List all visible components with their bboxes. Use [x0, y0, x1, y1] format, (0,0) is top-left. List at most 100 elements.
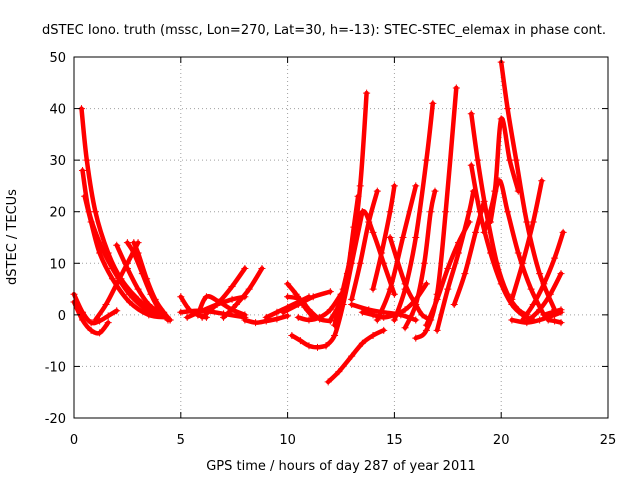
data-point-marker — [412, 334, 420, 342]
y-tick-label: -10 — [45, 360, 66, 375]
data-point-marker — [273, 315, 281, 323]
series-arc30 — [348, 301, 420, 324]
data-point-marker — [215, 298, 223, 306]
data-point-marker — [504, 105, 512, 113]
series-arc27 — [335, 192, 362, 319]
y-tick-label: 30 — [49, 154, 66, 169]
data-point-marker — [81, 192, 89, 200]
data-point-marker — [551, 254, 559, 262]
data-point-marker — [422, 321, 430, 329]
data-point-marker — [134, 285, 142, 293]
data-point-marker — [113, 241, 121, 249]
data-point-marker — [491, 187, 499, 195]
y-axis-label: dSTEC / TECUs — [5, 189, 20, 285]
y-tick-label: 0 — [58, 309, 66, 324]
data-point-marker — [474, 156, 482, 164]
data-point-marker — [399, 234, 407, 241]
series-line — [392, 101, 436, 323]
data-point-marker — [386, 208, 394, 216]
series-line — [221, 266, 265, 320]
data-point-marker — [369, 228, 377, 236]
data-point-marker — [258, 264, 266, 272]
data-point-marker — [363, 89, 371, 97]
data-point-marker — [450, 301, 458, 309]
x-tick-label: 0 — [70, 433, 78, 448]
data-point-marker — [523, 218, 531, 226]
data-point-marker — [358, 339, 366, 347]
data-point-marker — [262, 313, 270, 321]
data-point-marker — [166, 316, 174, 324]
data-point-marker — [202, 293, 210, 301]
data-point-marker — [96, 329, 104, 337]
data-point-marker — [378, 249, 386, 257]
data-point-marker — [177, 308, 185, 316]
series-arc31 — [369, 182, 398, 293]
data-point-marker — [467, 110, 475, 118]
data-point-marker — [514, 249, 522, 257]
data-point-marker — [279, 308, 287, 316]
data-point-marker — [433, 326, 441, 334]
data-point-marker — [401, 285, 409, 293]
data-point-marker — [551, 317, 559, 325]
data-point-marker — [284, 280, 292, 288]
data-point-marker — [296, 295, 304, 303]
y-tick-label: 10 — [49, 257, 66, 272]
data-point-marker — [348, 352, 356, 360]
data-point-marker — [559, 228, 567, 236]
data-point-marker — [529, 218, 537, 226]
data-point-marker — [284, 293, 292, 301]
data-point-marker — [386, 285, 394, 293]
data-point-marker — [145, 311, 153, 319]
x-tick-label: 10 — [279, 433, 296, 448]
series-arc09 — [130, 239, 174, 324]
data-point-marker — [294, 301, 302, 309]
data-point-marker — [198, 313, 206, 321]
data-point-marker — [433, 295, 441, 303]
data-point-marker — [380, 326, 388, 334]
series-line — [281, 289, 333, 315]
data-point-marker — [536, 316, 544, 324]
chart-title: dSTEC Iono. truth (mssc, Lon=270, Lat=30… — [42, 23, 606, 38]
data-point-marker — [87, 218, 95, 226]
data-point-marker — [241, 316, 249, 324]
x-tick-label: 20 — [493, 433, 510, 448]
data-point-marker — [326, 306, 334, 314]
data-point-marker — [465, 208, 473, 216]
data-point-marker — [324, 378, 332, 386]
data-point-marker — [316, 313, 324, 321]
data-point-marker — [145, 301, 153, 309]
data-point-marker — [412, 182, 420, 190]
data-point-marker — [228, 282, 236, 290]
data-point-marker — [369, 285, 377, 293]
data-point-marker — [467, 161, 475, 169]
data-point-marker — [452, 84, 460, 92]
data-point-marker — [461, 270, 469, 278]
data-point-marker — [102, 301, 110, 309]
series-arc34 — [390, 99, 437, 324]
data-point-marker — [123, 239, 131, 247]
series-arc16 — [241, 312, 292, 327]
series-line — [336, 193, 361, 318]
data-point-marker — [508, 316, 516, 324]
data-point-marker — [108, 275, 116, 283]
data-point-marker — [143, 275, 151, 283]
data-point-marker — [420, 259, 428, 267]
data-point-marker — [160, 308, 168, 316]
data-point-marker — [365, 306, 373, 314]
data-point-marker — [220, 313, 228, 321]
x-tick-label: 15 — [386, 433, 403, 448]
data-point-marker — [480, 228, 488, 236]
series-line — [413, 85, 459, 341]
data-point-marker — [343, 270, 351, 278]
data-point-marker — [390, 316, 398, 324]
data-point-marker — [401, 324, 409, 332]
data-point-marker — [288, 331, 296, 339]
data-point-marker — [350, 223, 358, 231]
data-point-marker — [130, 239, 138, 247]
data-point-marker — [373, 187, 381, 195]
data-point-marker — [305, 342, 313, 350]
data-point-marker — [87, 326, 95, 334]
data-point-marker — [544, 316, 552, 324]
data-point-marker — [412, 234, 420, 241]
